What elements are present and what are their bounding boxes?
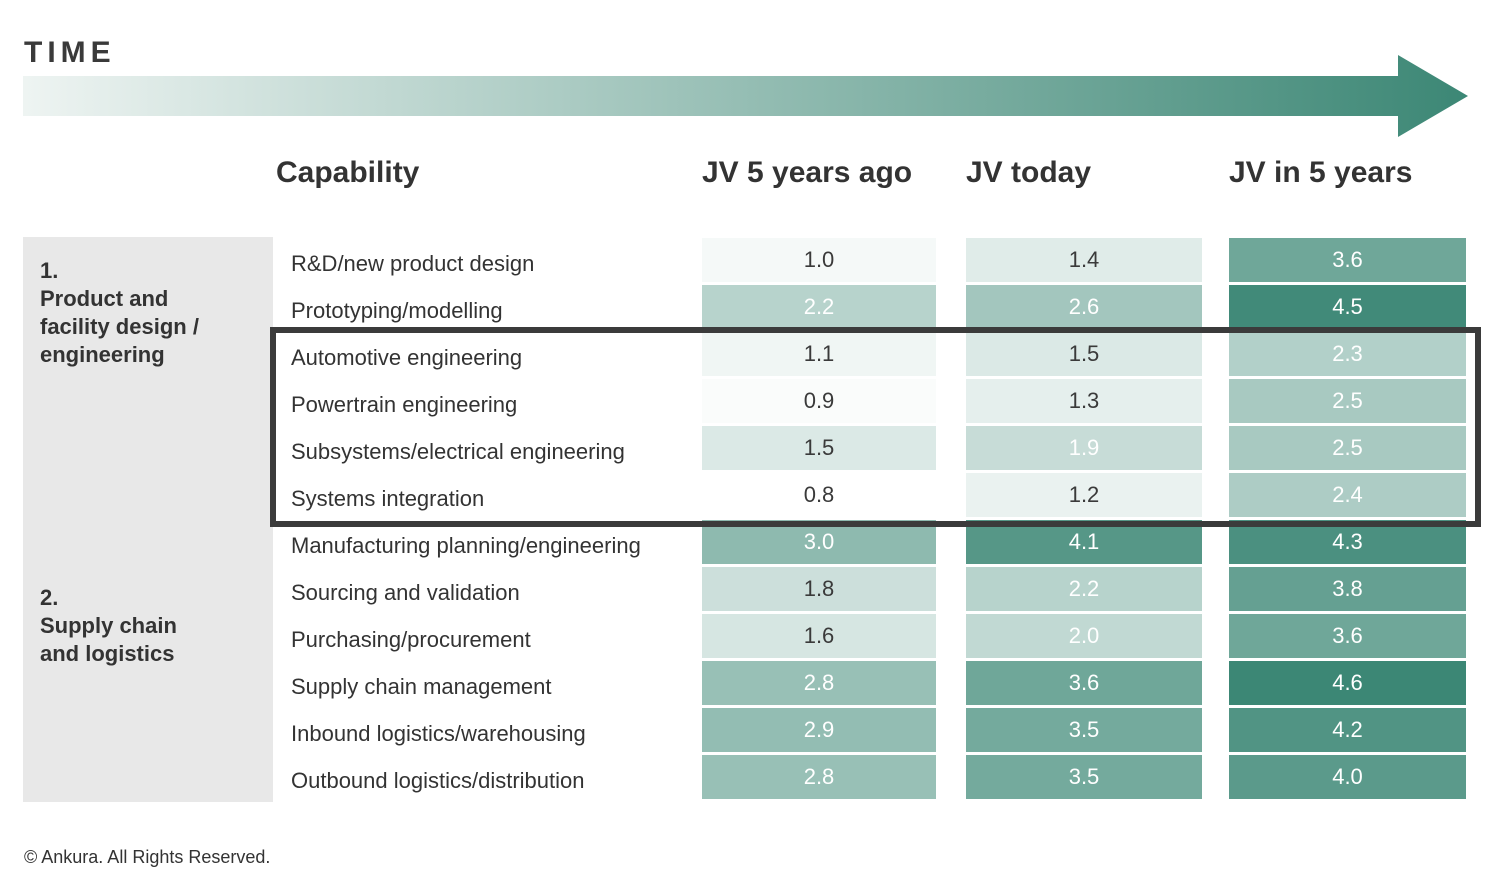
group-box [23,237,273,566]
capability-label: Purchasing/procurement [291,627,531,652]
group-label: 1. Product and facility design / engineerin… [40,257,265,369]
group-name-line: Product and [40,286,169,311]
heatmap-cell: 1.0 [702,238,936,282]
heatmap-cell: 2.2 [702,285,936,329]
heatmap-cell: 2.2 [966,567,1202,611]
heatmap-cell: 2.4 [1229,473,1466,517]
heatmap-cell: 0.8 [702,473,936,517]
time-arrow-shape [23,55,1468,137]
group-number: 2. [40,585,59,610]
capability-label: R&D/new product design [291,251,535,276]
group-name-line: facility design / [40,314,199,339]
capability-label: Automotive engineering [291,345,523,370]
heatmap-cell: 1.5 [966,332,1202,376]
heatmap-cell: 1.1 [702,332,936,376]
highlight-box [270,327,1481,527]
heatmap-cell: 3.6 [1229,238,1466,282]
heatmap-cell: 2.3 [1229,332,1466,376]
heatmap-cell: 0.9 [702,379,936,423]
heatmap-cell: 3.0 [702,520,936,564]
group-label: 2. Supply chain and logistics [40,584,265,668]
capability-label: Powertrain engineering [291,392,518,417]
capability-label: Inbound logistics/warehousing [291,721,586,746]
heatmap-cell: 1.3 [966,379,1202,423]
heatmap-cell: 2.9 [702,708,936,752]
heatmap-cell: 3.6 [966,661,1202,705]
heatmap-cell: 3.6 [1229,614,1466,658]
time-arrow [23,55,1468,137]
capability-label: Sourcing and validation [291,580,520,605]
time-label: TIME [24,36,116,69]
capability-label: Prototyping/modelling [291,298,503,323]
heatmap-cell: 1.5 [702,426,936,470]
heatmap-cell: 2.0 [966,614,1202,658]
heatmap-cell: 2.8 [702,661,936,705]
group-box [23,564,273,802]
group-number: 1. [40,258,59,283]
heatmap-cell: 2.8 [702,755,936,799]
heatmap-cell: 4.0 [1229,755,1466,799]
column-header-jv-today: JV today [966,156,1092,189]
heatmap-cell: 2.5 [1229,379,1466,423]
capability-label: Supply chain management [291,674,552,699]
group-name-line: and logistics [40,641,175,666]
heatmap-cell: 4.2 [1229,708,1466,752]
capability-label: Manufacturing planning/engineering [291,533,641,558]
heatmap-cell: 3.5 [966,755,1202,799]
column-header-jv-in-5-years: JV in 5 years [1229,156,1413,189]
heatmap-cell: 1.6 [702,614,936,658]
heatmap-cell: 1.2 [966,473,1202,517]
capability-label: Subsystems/electrical engineering [291,439,625,464]
heatmap-cell: 3.5 [966,708,1202,752]
heatmap-cell: 2.5 [1229,426,1466,470]
heatmap-cell: 2.6 [966,285,1202,329]
column-header-capability: Capability [276,156,420,189]
capability-label: Systems integration [291,486,485,511]
heatmap-cell: 1.9 [966,426,1202,470]
heatmap-cell: 4.3 [1229,520,1466,564]
column-header-jv-5-years-ago: JV 5 years ago [702,156,913,189]
heatmap-cell: 4.1 [966,520,1202,564]
group-name-line: Supply chain [40,613,177,638]
group-name-line: engineering [40,342,165,367]
capability-label: Outbound logistics/distribution [291,768,585,793]
heatmap-cell: 1.4 [966,238,1202,282]
heatmap-cell: 4.5 [1229,285,1466,329]
heatmap-cell: 1.8 [702,567,936,611]
copyright-footer: © Ankura. All Rights Reserved. [24,847,271,867]
heatmap-cell: 4.6 [1229,661,1466,705]
heatmap-cell: 3.8 [1229,567,1466,611]
